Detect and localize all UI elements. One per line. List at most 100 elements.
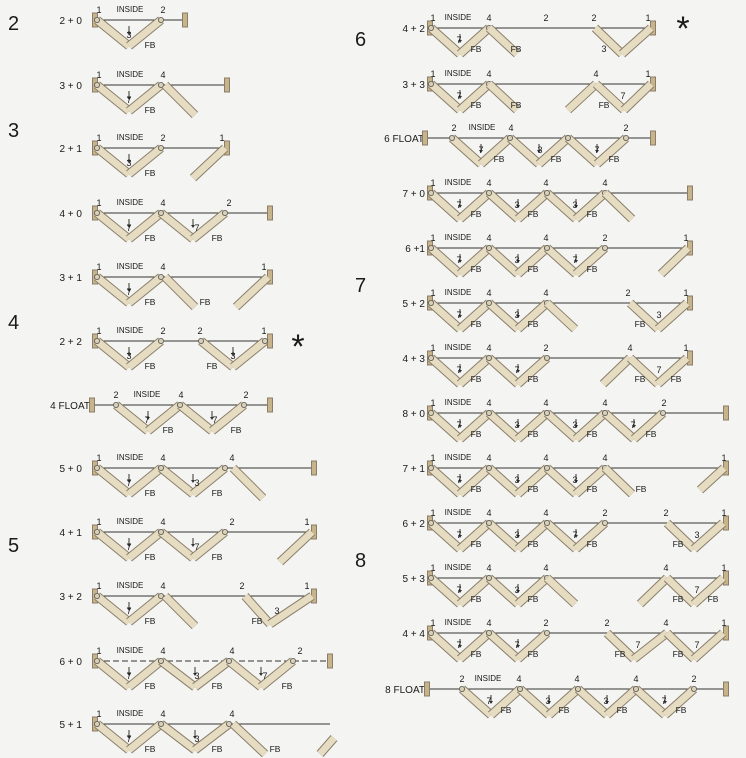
door-panel-fill [428, 575, 463, 607]
panel-count-label: 4 [543, 233, 548, 243]
hinge-pivot [485, 575, 492, 582]
panel-count-label: 3 [194, 671, 199, 681]
door-panel-fill [158, 721, 198, 753]
panel-count-label: 7 [456, 585, 461, 595]
door-panel-fill [604, 630, 637, 662]
door-panel-fill [664, 520, 697, 552]
fb-label: FB [471, 484, 482, 494]
door-panel-fill [94, 658, 132, 690]
door-panel-fill [486, 410, 521, 442]
door-panel-fill [94, 465, 132, 497]
pull-arrow-head [458, 260, 462, 263]
panel-count-label: 1 [304, 517, 309, 527]
fb-label: FB [471, 319, 482, 329]
door-panel-fill [94, 529, 132, 561]
fb-label: FB [708, 594, 719, 604]
fb-label: FB [671, 374, 682, 384]
panel-count-label: 7 [126, 223, 131, 233]
pull-arrow-head [547, 701, 551, 704]
panel-count-label: 4 [486, 178, 491, 188]
pull-arrow-head [489, 701, 493, 704]
panel-count-label: 4 [593, 69, 598, 79]
pull-arrow-head [127, 353, 131, 356]
config-label: 4 + 0 [59, 209, 82, 220]
inside-label: INSIDE [117, 5, 144, 14]
fb-label: FB [635, 374, 646, 384]
row-6-float: 6 FLOAT 2 INSIDE 4 2 7 FB 3 FB 7 FB [384, 123, 656, 168]
panel-count-label: 1 [430, 69, 435, 79]
panel-count-label: 3 [656, 310, 661, 320]
panel-count-label: 7 [126, 542, 131, 552]
panel-count-label: 2 [602, 233, 607, 243]
pull-arrow-head [605, 701, 609, 704]
fb-label: FB [673, 539, 684, 549]
door-panel-fill [544, 190, 579, 222]
hinge-pivot [485, 189, 492, 196]
config-label: 6 FLOAT [384, 134, 424, 145]
config-label: 8 + 0 [402, 409, 425, 420]
pull-arrow-head [516, 590, 520, 593]
fb-label: FB [528, 209, 539, 219]
panel-count-label: 4 [486, 288, 491, 298]
config-label: 3 + 1 [59, 273, 82, 284]
panel-count-label: 1 [683, 288, 688, 298]
config-label: 8 FLOAT [385, 685, 425, 696]
hinge-pivot [485, 630, 492, 637]
panel-count-label: 2 [625, 288, 630, 298]
config-label: 4 FLOAT [50, 401, 90, 412]
panel-count-label: 1 [430, 508, 435, 518]
hinge-pivot [427, 409, 434, 416]
door-panel-fill [515, 465, 550, 497]
door-panel-fill [428, 190, 463, 222]
jamb-post [267, 397, 273, 413]
config-label: 7 + 1 [402, 464, 425, 475]
panel-count-label: 1 [261, 262, 266, 272]
door-panel-fill [190, 465, 228, 497]
panel-count-label: 7 [456, 310, 461, 320]
door-panel-fill [637, 575, 670, 607]
hinge-pivot [565, 134, 572, 141]
door-panel-fill [697, 465, 727, 493]
door-panel-fill [507, 135, 542, 167]
door-panel-fill [546, 686, 581, 718]
row-8-float: 8 FLOAT 2 INSIDE 4 4 4 2 7 FB 3 FB 3 FB 7 FB [385, 674, 729, 719]
hinge-pivot [94, 16, 101, 23]
config-label: 2 + 2 [59, 337, 82, 348]
door-panel-fill [457, 81, 492, 113]
panel-count-label: 7 [194, 223, 199, 233]
panel-count-label: 7 [456, 475, 461, 485]
door-panel-fill [536, 135, 571, 167]
fb-label: FB [207, 361, 218, 371]
inside-label: INSIDE [117, 581, 144, 590]
fb-label: FB [471, 539, 482, 549]
panel-count-label: 4 [508, 123, 513, 133]
door-panel-fill [457, 575, 492, 607]
door-panel-fill [486, 190, 521, 222]
hinge-pivot [261, 337, 268, 344]
fb-label: FB [511, 44, 522, 54]
row-8-plus-0: 8 + 0 1 INSIDE 4 4 4 2 7 FB 3 FB 3 FB 7 FB [402, 398, 729, 443]
panel-count-label: 1 [261, 326, 266, 336]
jamb-post [267, 205, 273, 221]
panel-count-label: 4 [543, 563, 548, 573]
door-panel-fill [457, 520, 492, 552]
row-5-plus-1: 5 + 1 1 INSIDE 4 4 7 FB 3 FB FB [59, 709, 338, 758]
row-3-plus-0: 3 + 0 1 INSIDE 4 7 FB [59, 70, 230, 119]
panel-count-label: 1 [430, 343, 435, 353]
panel-count-label: 7 [126, 95, 131, 105]
config-label: 4 + 2 [402, 24, 425, 35]
group-label-6: 6 [355, 29, 366, 51]
door-panel-fill [428, 25, 463, 57]
fb-label: FB [471, 429, 482, 439]
door-panel-fill [428, 355, 463, 387]
jamb-post [723, 681, 729, 697]
hinge-pivot [458, 686, 465, 693]
door-panel-fill [486, 81, 520, 113]
hinge-pivot [623, 134, 630, 141]
hinge-pivot [157, 529, 164, 536]
panel-count-label: 4 [486, 343, 491, 353]
config-label: 3 + 0 [59, 81, 82, 92]
door-panel-fill [592, 25, 625, 57]
hinge-pivot [602, 409, 609, 416]
hinge-pivot [94, 721, 101, 728]
